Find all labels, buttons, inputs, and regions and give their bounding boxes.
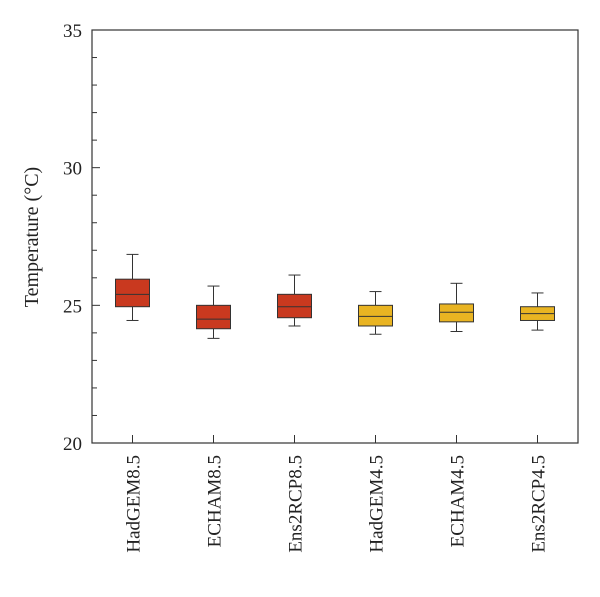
box-ECHAM4.5 xyxy=(439,282,474,332)
x-category-label: HadGEM4.5 xyxy=(367,455,388,553)
box-ECHAM8.5 xyxy=(196,285,231,339)
y-tick-label: 35 xyxy=(63,21,82,42)
y-axis-ticks: 20 25 30 35 xyxy=(63,21,100,455)
box-Ens2RCP8.5 xyxy=(277,274,312,327)
x-category-label: Ens2RCP8.5 xyxy=(286,455,307,553)
x-category-label: ECHAM4.5 xyxy=(448,455,469,547)
y-tick-label: 20 xyxy=(63,434,82,455)
y-axis-title: Temperature (°C) xyxy=(21,167,43,307)
iqr-box xyxy=(115,278,150,308)
iqr-box xyxy=(439,303,474,323)
x-category-label: ECHAM8.5 xyxy=(205,455,226,547)
x-category-label: Ens2RCP4.5 xyxy=(529,455,550,553)
box-Ens2RCP4.5 xyxy=(520,292,555,331)
y-tick-label: 25 xyxy=(63,296,82,317)
box-series xyxy=(115,253,555,339)
iqr-box xyxy=(277,293,312,319)
x-category-label: HadGEM8.5 xyxy=(124,455,145,553)
box-HadGEM4.5 xyxy=(358,291,393,335)
box-HadGEM8.5 xyxy=(115,253,150,321)
y-tick-label: 30 xyxy=(63,159,82,180)
x-axis-labels: HadGEM8.5 ECHAM8.5 Ens2RCP8.5 HadGEM4.5 ECHA… xyxy=(124,435,550,553)
plot-frame xyxy=(91,29,579,444)
iqr-box xyxy=(196,304,231,330)
iqr-box xyxy=(358,304,393,327)
